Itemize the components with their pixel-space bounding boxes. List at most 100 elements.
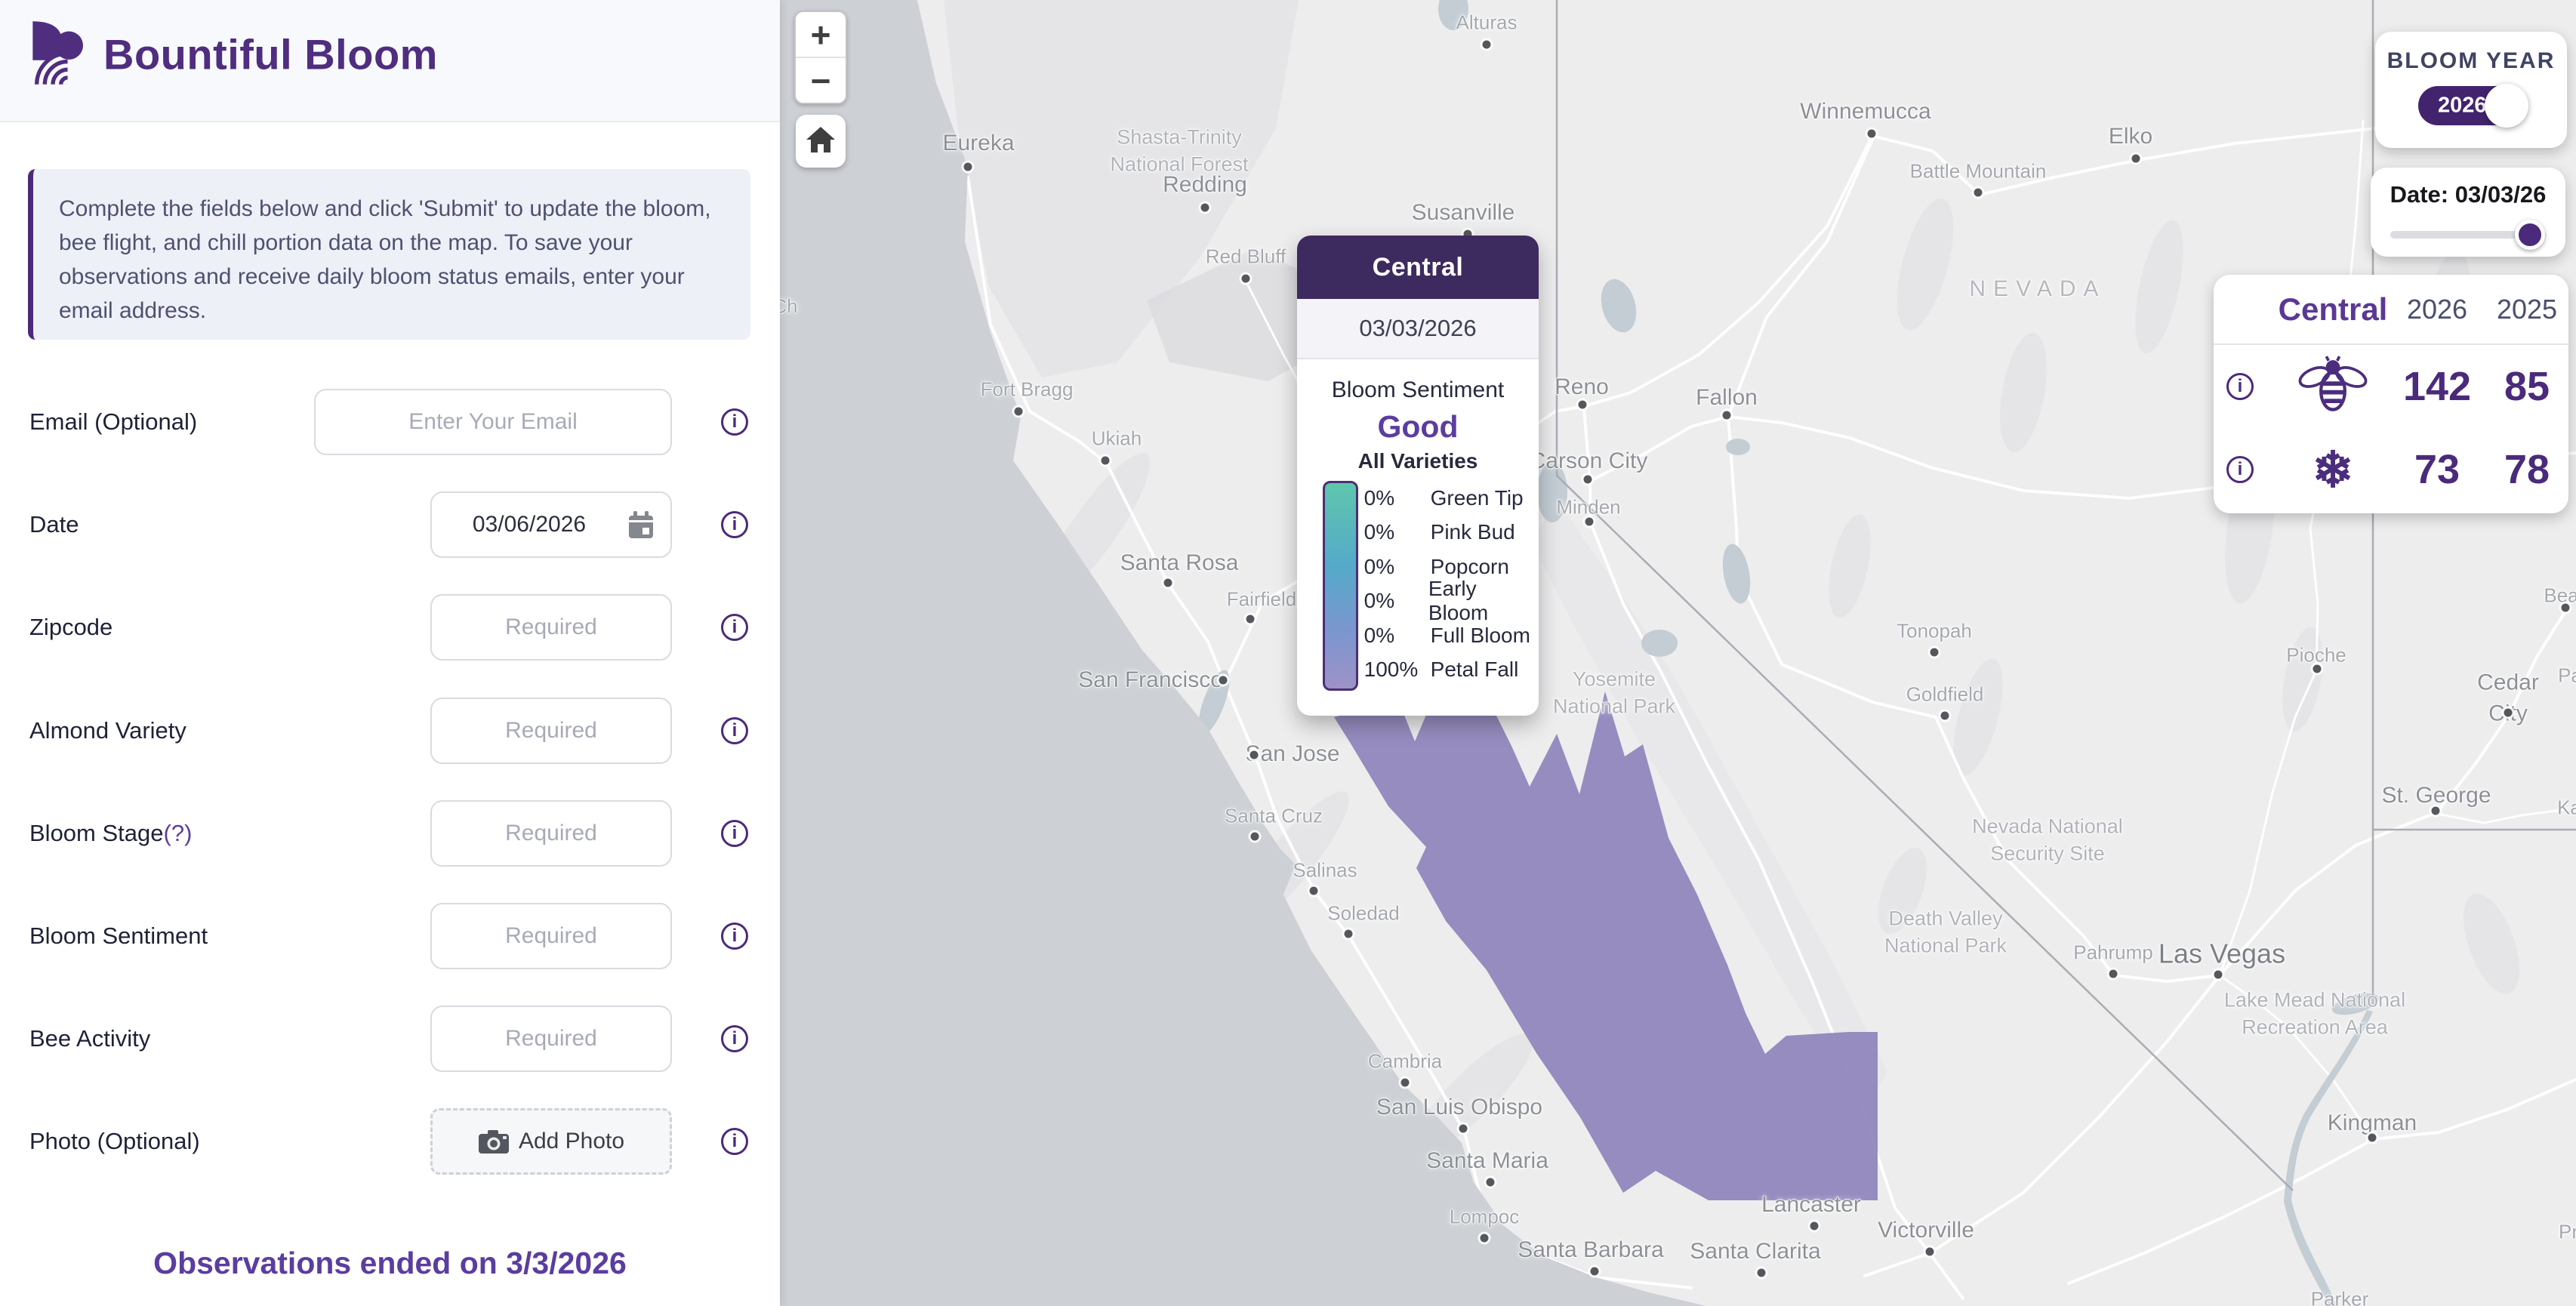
toggle-knob[interactable] [2485, 84, 2528, 128]
bloom-stage-row: 0% Green Tip [1364, 481, 1539, 516]
map-place-dot [1163, 578, 1172, 587]
email-optional-input[interactable] [314, 389, 672, 455]
map-canvas[interactable]: Alturas Eureka Shasta-Trinity National For… [780, 0, 2576, 1306]
plus-icon: + [810, 14, 831, 54]
region-stats-card: Central 2026 2025 i 142 85 i ❄ 73 78 [2214, 275, 2568, 513]
map-place-dot [1925, 1247, 1934, 1256]
stat-value-current: 142 [2402, 364, 2472, 409]
field-info-icon[interactable]: i [721, 1128, 748, 1156]
stat-info-icon[interactable]: i [2226, 456, 2254, 483]
form-row: Bloom Stage(?) i [0, 799, 780, 867]
field-info-icon[interactable]: i [721, 923, 748, 950]
popup-region-title: Central [1297, 236, 1539, 299]
form-row: Almond Variety i [0, 697, 780, 764]
stage-name: Petal Fall [1430, 658, 1519, 682]
region-central-polygon[interactable] [1334, 692, 1878, 1200]
map-place-dot [1583, 475, 1592, 484]
field-info-icon[interactable]: i [721, 716, 748, 744]
map-place-label: Cedar City [2477, 670, 2539, 726]
add-photo-label: Add Photo [518, 1129, 625, 1154]
stats-year-previous: 2025 [2496, 293, 2558, 325]
calendar-icon [629, 511, 653, 539]
popup-varieties-label: All Varieties [1357, 449, 1478, 473]
bee-activity-input[interactable] [430, 1006, 672, 1073]
map-place-label: Lompoc [1449, 1205, 1520, 1228]
bloom-stage-input[interactable] [430, 799, 672, 867]
map-place-label: Santa Cruz [1224, 804, 1323, 827]
field-info-icon[interactable]: i [721, 408, 748, 436]
map-place-dot [1578, 400, 1587, 409]
map-place-label: Santa Barbara [1518, 1237, 1664, 1262]
field-info-icon[interactable]: i [721, 1025, 748, 1053]
field-info-icon[interactable]: i [721, 614, 748, 642]
field-label: Almond Variety [29, 716, 186, 744]
map-place-label: Salinas [1293, 858, 1357, 882]
map-place-label: Fallon [1696, 384, 1758, 410]
stat-value-previous: 78 [2504, 447, 2550, 492]
map-place-dot [1014, 407, 1023, 416]
almond-variety-input[interactable] [430, 697, 672, 764]
region-north-polygon[interactable] [1147, 249, 1329, 381]
bloom-stage-row: 0% Full Bloom [1364, 618, 1539, 653]
map-place-dot [1482, 40, 1491, 49]
map-place-label: Fairfield [1226, 587, 1297, 611]
form-row: Bee Activity i [0, 1006, 780, 1073]
map-place-label: Redding [1163, 171, 1247, 197]
map-place-label: Ka [2557, 796, 2576, 819]
stat-info-icon[interactable]: i [2226, 373, 2254, 400]
field-label: Bloom Stage(?) [29, 819, 193, 846]
popup-sentiment-value: Good [1377, 409, 1459, 444]
zoom-in-button[interactable]: + [796, 12, 846, 58]
field-info-icon[interactable]: i [721, 511, 748, 539]
map-place-dot [1974, 188, 1983, 197]
map-place-dot [2214, 970, 2223, 979]
zoom-out-button[interactable]: − [796, 58, 846, 103]
map-place-label: Alturas [1456, 11, 1518, 34]
stats-year-current: 2026 [2406, 293, 2468, 325]
map-place-label: Santa Rosa [1120, 550, 1239, 575]
bloom-stage-row: 0% Popcorn [1364, 550, 1539, 584]
stage-name: Early Bloom [1428, 577, 1489, 625]
map-place-label: Beav [2544, 584, 2576, 607]
map-place-label: Fort Bragg [980, 377, 1074, 401]
map-place-dot [1246, 614, 1255, 624]
region-popup: Central 03/03/2026 Bloom Sentiment Good … [1297, 236, 1539, 716]
home-button[interactable] [796, 115, 846, 168]
map-place-dot [1930, 648, 1939, 657]
stage-name: Popcorn [1430, 554, 1509, 578]
map-place-dot [1867, 129, 1876, 138]
map-place-dot [1241, 274, 1250, 283]
map-place-dot [2313, 664, 2322, 673]
zipcode-input[interactable] [430, 594, 672, 661]
map-place-dot [1250, 832, 1259, 841]
map-place-label: Santa Maria [1426, 1147, 1548, 1173]
map-place-label: Las Vegas [2158, 938, 2286, 969]
map-zoom-control: + − [794, 11, 847, 104]
bloom-sentiment-input[interactable] [430, 903, 672, 969]
map-place-label: Victorville [1878, 1217, 1974, 1243]
help-question-mark[interactable]: (?) [163, 819, 193, 846]
bloom-stage-list: 0% Green Tip 0% Pink Bud 0% Popcorn 0% Early Bl… [1364, 481, 1539, 691]
map-place-dot [2561, 603, 2570, 612]
instructions-callout: Complete the fields below and click 'Sub… [28, 169, 750, 340]
map-place-label: Pahrump [2073, 941, 2153, 964]
date-slider-knob[interactable] [2515, 220, 2546, 250]
popup-sentiment-label: Bloom Sentiment [1331, 377, 1505, 402]
map-place-label: Death Valley National Park [1884, 907, 2007, 957]
field-label: Bee Activity [29, 1025, 151, 1052]
map-place-label: Winnemucca [1800, 98, 1931, 124]
bloom-stage-gradient-bar [1323, 481, 1358, 691]
stage-percent: 0% [1363, 623, 1395, 647]
add-photo-button[interactable]: Add Photo [430, 1108, 672, 1175]
stage-name: Green Tip [1430, 485, 1524, 510]
map-place-label: Eureka [942, 130, 1015, 156]
bloom-year-toggle[interactable]: 2026 [2418, 84, 2528, 128]
bountiful-bloom-logo-icon [29, 20, 89, 90]
field-info-icon[interactable]: i [721, 819, 748, 847]
bloom-year-card: BLOOM YEAR 2026 [2375, 32, 2567, 148]
date-slider-track[interactable] [2390, 220, 2546, 250]
form-row: Email (Optional) i [0, 389, 780, 455]
map-place-dot [2504, 708, 2513, 717]
map-place-label: Santa Clarita [1690, 1238, 1821, 1264]
map-place-label: Goldfield [1906, 682, 1984, 706]
